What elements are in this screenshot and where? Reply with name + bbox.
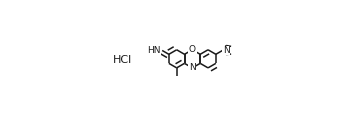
Text: O: O (189, 45, 196, 54)
Text: HCl: HCl (113, 55, 133, 65)
Text: N: N (223, 46, 230, 55)
Text: HN: HN (147, 46, 161, 55)
Text: N: N (189, 63, 196, 72)
